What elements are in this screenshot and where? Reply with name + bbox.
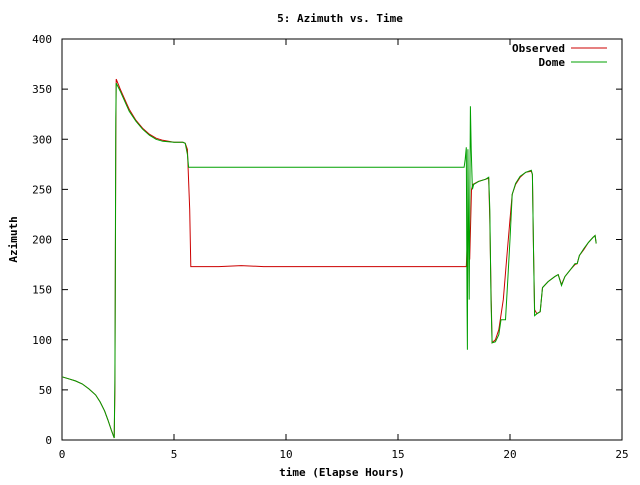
x-tick-label: 5 [171,448,178,461]
y-tick-label: 50 [39,384,52,397]
y-tick-label: 350 [32,83,52,96]
y-tick-label: 150 [32,284,52,297]
plot-frame [61,38,623,441]
y-axis: 0 50 100 150 200 250 300 350 400 [32,33,622,447]
y-tick-label: 400 [32,33,52,46]
x-tick-label: 25 [615,448,628,461]
y-tick-label: 250 [32,183,52,196]
y-tick-label: 200 [32,234,52,247]
x-tick-label: 0 [59,448,66,461]
legend-label-observed: Observed [512,42,565,55]
chart-title: 5: Azimuth vs. Time [277,12,403,25]
y-tick-label: 0 [45,434,52,447]
x-tick-label: 20 [503,448,516,461]
y-axis-label: Azimuth [7,216,20,262]
series-line-observed [61,78,597,439]
series-line-dome [61,82,597,439]
x-axis-label: time (Elapse Hours) [279,466,405,479]
y-tick-label: 300 [32,133,52,146]
x-tick-label: 10 [279,448,292,461]
y-tick-label: 100 [32,334,52,347]
x-axis: 0 5 10 15 20 25 [59,39,629,461]
x-tick-label: 15 [391,448,404,461]
series-layer [61,78,597,439]
legend-label-dome: Dome [539,56,566,69]
